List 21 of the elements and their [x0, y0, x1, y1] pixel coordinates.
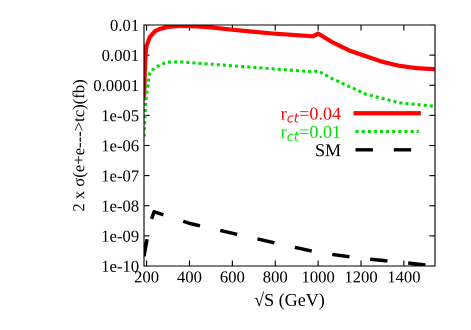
y-tick-label: 0.001 [102, 50, 138, 62]
y-tick-label: 1e-09 [102, 230, 138, 242]
legend-label: r$_{ct}$=0.04 [280, 107, 341, 123]
y-axis-title: 2 x σ(e+e--->tc)(fb) [72, 80, 88, 211]
x-tick-label: 1000 [302, 271, 334, 283]
legend-label: r$_{ct}$=0.01 [280, 126, 340, 141]
y-tick-label: 1e-05 [102, 110, 138, 122]
x-tick-label: 1200 [346, 271, 378, 283]
y-tick-label: 1e-06 [102, 140, 139, 152]
x-axis-title: √S (GeV) [254, 292, 324, 310]
x-tick-label: 600 [220, 271, 244, 283]
x-tick-label: 800 [263, 271, 288, 283]
x-tick-label: 400 [177, 271, 202, 283]
x-tick-label: 200 [134, 271, 158, 283]
y-tick-label: 0.0001 [94, 80, 138, 92]
y-tick-label: 1e-08 [102, 200, 139, 212]
legend-label: SM [316, 144, 341, 156]
y-tick-label: 0.01 [110, 20, 138, 32]
y-tick-label: 1e-10 [102, 260, 139, 272]
y-tick-label: 1e-07 [102, 170, 139, 182]
x-tick-label: 1400 [388, 271, 420, 283]
